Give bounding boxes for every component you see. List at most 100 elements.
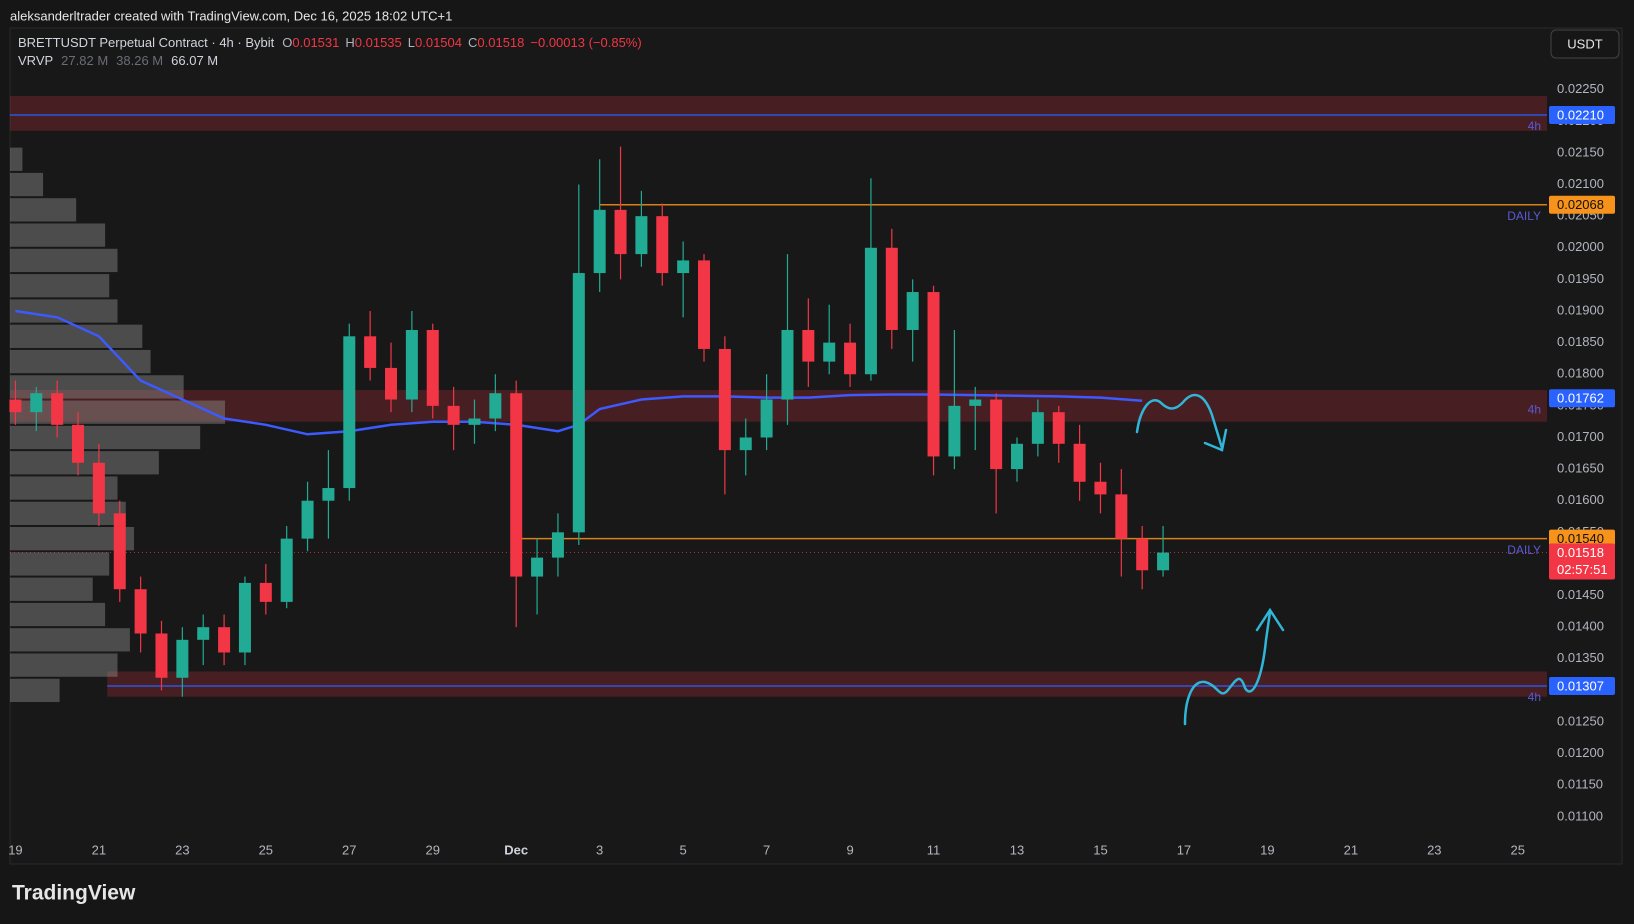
- y-tick-label: 0.01200: [1557, 745, 1604, 760]
- y-tick-label: 0.01100: [1557, 808, 1603, 823]
- y-tick-label: 0.01850: [1557, 334, 1604, 349]
- candle-body: [259, 582, 272, 602]
- y-tick-label: 0.01700: [1557, 429, 1604, 444]
- candle-body: [844, 342, 857, 375]
- indicator: VRVP: [18, 53, 53, 68]
- currency[interactable]: USDT: [1567, 36, 1602, 51]
- level-timeframe: DAILY: [1507, 543, 1541, 557]
- y-tick-label: 0.02250: [1557, 81, 1604, 96]
- x-tick-label: 13: [1010, 842, 1024, 857]
- volume-profile-bar: [10, 274, 110, 298]
- candle-body: [176, 639, 189, 678]
- candle-body: [1031, 412, 1044, 444]
- volume-profile-bar: [10, 628, 130, 652]
- y-tick-label: 0.01150: [1557, 777, 1603, 792]
- candle-body: [802, 329, 815, 362]
- y-tick-label: 0.01350: [1557, 650, 1604, 665]
- volume-profile-bar: [10, 577, 93, 601]
- x-tick-label: 21: [92, 842, 106, 857]
- candle-body: [864, 247, 877, 375]
- volume-profile-bar: [10, 400, 225, 424]
- candle-body: [197, 627, 210, 640]
- level-timeframe: 4h: [1528, 690, 1541, 704]
- candle-body: [72, 424, 85, 463]
- candle-body: [489, 393, 502, 419]
- price-tag-label: 0.01307: [1557, 678, 1604, 693]
- indicator-value: 38.26 M: [116, 53, 163, 68]
- candle-body: [551, 532, 564, 558]
- candle-body: [614, 209, 627, 255]
- y-tick-label: 0.01650: [1557, 461, 1604, 476]
- candle-body: [468, 418, 481, 425]
- y-tick-label: 0.01250: [1557, 713, 1604, 728]
- candle-body: [698, 260, 711, 349]
- price-tag: [1549, 676, 1615, 695]
- currency-box[interactable]: [1550, 29, 1620, 59]
- volume-profile-bar: [10, 349, 151, 374]
- candle-body: [9, 399, 22, 413]
- volume-profile-bar: [10, 299, 118, 323]
- candle-body: [301, 500, 314, 539]
- candle-body: [426, 329, 439, 406]
- candle-body: [218, 627, 231, 653]
- x-tick-label: 21: [1344, 842, 1358, 857]
- credit: aleksanderltrader created with TradingVi…: [10, 8, 452, 23]
- candle-body: [990, 399, 1003, 470]
- level-zone: [107, 671, 1548, 697]
- y-tick-label: 0.02000: [1557, 239, 1604, 254]
- candle-body: [593, 209, 606, 274]
- price-tag: [1549, 529, 1615, 548]
- x-tick-label: 25: [259, 842, 273, 857]
- candle-body: [1052, 412, 1065, 444]
- x-tick-label: 3: [596, 842, 603, 857]
- countdown: 02:57:51: [1557, 562, 1608, 577]
- x-tick-label: 23: [175, 842, 189, 857]
- x-tick-label: 17: [1177, 842, 1191, 857]
- volume-profile-bar: [10, 476, 118, 500]
- price-tag-label: 0.02068: [1557, 197, 1604, 212]
- volume-profile-bar: [10, 552, 110, 576]
- candle-body: [364, 336, 377, 368]
- arrow-head: [1203, 428, 1228, 452]
- y-tick-label: 0.01950: [1557, 271, 1604, 286]
- candle-body: [781, 329, 794, 400]
- candle-body: [906, 292, 919, 330]
- candle-body: [885, 247, 898, 330]
- ohlc-key: L: [408, 35, 415, 50]
- candle-body: [447, 405, 460, 425]
- indicator-value: 66.07 M: [171, 53, 218, 68]
- candle-body: [677, 260, 690, 274]
- x-tick-label: 15: [1093, 842, 1107, 857]
- candle-body: [92, 462, 105, 514]
- candle-body: [531, 557, 544, 577]
- y-tick-label: 0.02100: [1557, 176, 1604, 191]
- volume-profile-bar: [10, 198, 77, 222]
- volume-profile-bar: [10, 223, 106, 247]
- volume-profile-bar: [10, 501, 126, 526]
- x-tick-label: 27: [342, 842, 356, 857]
- volume-profile-bar: [10, 248, 118, 273]
- candle-body: [656, 216, 669, 274]
- brand: TradingView: [12, 882, 136, 905]
- candle-body: [405, 329, 418, 400]
- candle-body: [760, 399, 773, 438]
- x-tick-label: Dec: [504, 842, 528, 857]
- volume-profile-bar: [10, 425, 201, 450]
- volume-profile-bar: [10, 172, 44, 197]
- y-tick-label: 0.01400: [1557, 619, 1604, 634]
- last-price-tag: [1549, 543, 1615, 580]
- x-tick-label: 7: [763, 842, 770, 857]
- change: −0.00013 (−0.85%): [530, 35, 641, 50]
- x-tick-label: 29: [426, 842, 440, 857]
- last-price-label: 0.01518: [1557, 545, 1604, 560]
- candle-body: [51, 393, 64, 425]
- level-timeframe: 4h: [1528, 402, 1541, 416]
- price-tag: [1549, 195, 1615, 214]
- volume-profile-bar: [10, 527, 135, 551]
- candle-body: [30, 393, 43, 413]
- x-tick-label: 23: [1427, 842, 1441, 857]
- ohlc-value: 0.01535: [355, 35, 402, 50]
- volume-profile-bar: [10, 653, 118, 677]
- y-tick-label: 0.02150: [1557, 144, 1604, 159]
- y-tick-label: 0.01900: [1557, 302, 1604, 317]
